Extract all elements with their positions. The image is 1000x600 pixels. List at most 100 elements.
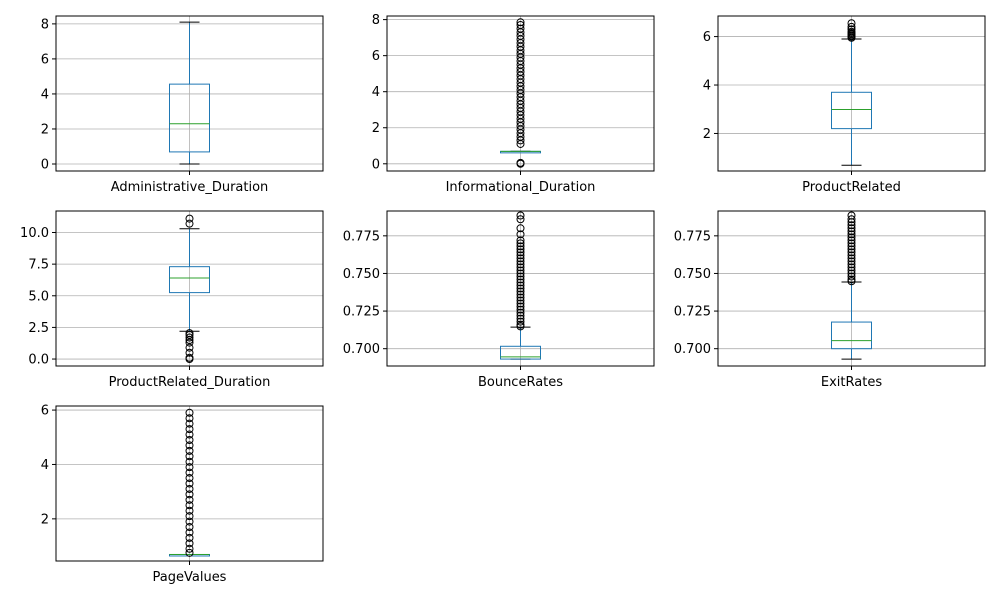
outlier-point	[516, 257, 525, 266]
outlier-point	[185, 544, 194, 553]
outlier-point	[847, 236, 856, 245]
outlier-point	[516, 281, 525, 290]
panel-productrelated-duration: 0.0 2.5 5.0 7.5 10.0 ProductRelated_Duration	[20, 210, 324, 390]
outlier-point	[847, 242, 856, 251]
outlier-point	[847, 245, 856, 254]
y-tick-label: 0.725	[343, 305, 380, 320]
outlier-point	[185, 468, 194, 477]
y-tick-label: 8	[372, 13, 380, 28]
y-tick-label: 6	[41, 52, 49, 67]
outlier-point	[185, 425, 194, 434]
y-tick-label: 0.750	[674, 267, 711, 282]
x-tick-label: ProductRelated	[802, 180, 901, 195]
outlier-point	[847, 251, 856, 260]
outlier-point	[185, 348, 194, 357]
outlier-point	[516, 305, 525, 314]
y-tick-label: 2	[703, 127, 711, 142]
y-tick-label: 2.5	[28, 321, 49, 336]
y-tick-label: 0.725	[674, 305, 711, 320]
outlier-point	[185, 484, 194, 493]
iqr-box	[500, 345, 541, 360]
outlier-point	[185, 441, 194, 450]
outlier-point	[516, 18, 525, 27]
outlier-point	[847, 227, 856, 236]
outlier-point	[185, 338, 194, 347]
x-tick-label: ProductRelated_Duration	[109, 375, 271, 390]
outlier-point	[516, 293, 525, 302]
outlier-point	[516, 224, 525, 233]
outlier-point	[185, 452, 194, 461]
outlier-point	[847, 233, 856, 242]
iqr-box	[169, 266, 210, 294]
panel-productrelated: 2 4 6 ProductRelated	[703, 15, 986, 195]
outlier-point	[185, 446, 194, 455]
outlier-point	[516, 260, 525, 269]
outlier-point	[516, 290, 525, 299]
outlier-point	[516, 245, 525, 254]
y-tick-label: 5.0	[28, 289, 49, 304]
outlier-point	[185, 512, 194, 521]
outlier-point	[516, 21, 525, 30]
outlier-point	[185, 506, 194, 515]
outlier-point	[185, 419, 194, 428]
outlier-point	[847, 260, 856, 269]
y-tick-label: 0.700	[674, 342, 711, 357]
outlier-point	[847, 257, 856, 266]
x-tick-label: BounceRates	[478, 375, 563, 390]
outlier-point	[516, 302, 525, 311]
outlier-point	[847, 224, 856, 233]
y-tick-label: 6	[372, 49, 380, 64]
iqr-box	[831, 321, 872, 350]
outlier-point	[847, 19, 856, 28]
outlier-point	[516, 215, 525, 224]
outlier-point	[185, 539, 194, 548]
outlier-point	[516, 284, 525, 293]
boxplot-panels: 0 2 4 6 8 Administrative_Duration 0 2 4 6 8 Informa…	[20, 13, 986, 585]
outlier-point	[516, 263, 525, 272]
outlier-point	[516, 272, 525, 281]
outlier-point	[847, 25, 856, 34]
y-tick-label: 0.775	[674, 229, 711, 244]
y-tick-label: 10.0	[20, 226, 49, 241]
outlier-point	[185, 343, 194, 352]
outlier-point	[185, 533, 194, 542]
x-tick-label: ExitRates	[821, 375, 882, 390]
outlier-point	[185, 523, 194, 532]
y-tick-label: 0.0	[28, 353, 49, 368]
outlier-point	[185, 353, 194, 362]
outlier-point	[185, 435, 194, 444]
outlier-point	[185, 329, 194, 338]
outlier-point	[516, 248, 525, 257]
y-tick-label: 2	[41, 512, 49, 527]
y-tick-label: 2	[41, 122, 49, 137]
x-tick-label: Informational_Duration	[446, 180, 596, 195]
outlier-point	[185, 457, 194, 466]
outlier-point	[516, 211, 525, 220]
y-tick-label: 2	[372, 121, 380, 136]
y-tick-label: 4	[41, 458, 49, 473]
x-tick-label: Administrative_Duration	[111, 180, 269, 195]
outlier-point	[185, 517, 194, 526]
x-tick-label: PageValues	[153, 570, 227, 585]
y-tick-label: 4	[703, 79, 711, 94]
outlier-point	[847, 263, 856, 272]
y-tick-label: 4	[372, 85, 380, 100]
outlier-point	[185, 214, 194, 223]
outlier-point	[516, 269, 525, 278]
panel-exitrates: 0.700 0.725 0.750 0.775 ExitRates	[674, 210, 986, 390]
outlier-point	[516, 158, 525, 167]
outlier-point	[185, 479, 194, 488]
outlier-point	[516, 278, 525, 287]
y-tick-label: 0	[41, 157, 49, 172]
outlier-point	[516, 239, 525, 248]
y-tick-label: 0	[372, 157, 380, 172]
outlier-point	[516, 317, 525, 326]
outlier-point	[185, 333, 194, 342]
outlier-point	[185, 430, 194, 439]
y-tick-label: 0.750	[343, 267, 380, 282]
outlier-point	[185, 501, 194, 510]
y-tick-label: 8	[41, 17, 49, 32]
outlier-point	[185, 474, 194, 483]
